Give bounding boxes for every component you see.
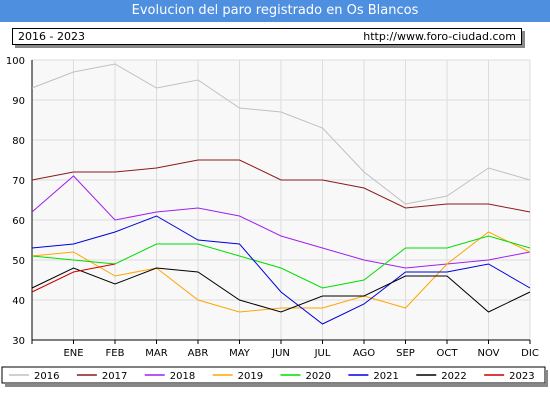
info-box: 2016 - 2023 http://www.foro-ciudad.com [12, 28, 522, 45]
source-url[interactable]: http://www.foro-ciudad.com [363, 30, 516, 43]
series-line-2019 [31, 231, 531, 313]
y-tick-label: 60 [12, 216, 25, 227]
x-tick-label: ABR [188, 348, 209, 359]
legend-label: 2018 [170, 371, 195, 382]
legend-label: 2017 [102, 371, 127, 382]
y-tick-label: 50 [12, 256, 25, 267]
series-line-2017 [31, 159, 531, 213]
x-tick-label: SEP [396, 348, 415, 359]
y-tick-label: 70 [12, 176, 25, 187]
series-line-2023 [31, 263, 116, 293]
series-line-2021 [31, 215, 531, 325]
x-tick-label: FEB [106, 348, 125, 359]
x-tick-label: MAY [229, 348, 251, 359]
legend-label: 2019 [238, 371, 263, 382]
x-tick-label: JUN [271, 348, 290, 359]
x-axis: ENE FEB MAR ABR MAY JUN JUL AGO SEP OCT NOV DIC [31, 339, 539, 359]
legend-shadow [5, 384, 548, 387]
x-tick-label: ENE [63, 348, 83, 359]
y-tick-label: 80 [12, 136, 25, 147]
legend-label: 2023 [509, 371, 534, 382]
legend: 2016 2017 2018 2019 2020 2021 2022 2023 [1, 366, 548, 387]
x-tick-label: AGO [353, 348, 375, 359]
x-tick-label: NOV [477, 348, 499, 359]
y-tick-label: 30 [12, 336, 25, 347]
y-tick-label: 100 [6, 56, 25, 67]
year-range-label: 2016 - 2023 [18, 30, 85, 43]
y-axis: 30 40 50 60 70 80 90 100 [6, 56, 33, 347]
x-tick-label: DIC [521, 348, 539, 359]
series-lines [31, 63, 531, 325]
x-tick-label: JUL [314, 348, 331, 359]
y-tick-label: 40 [12, 296, 25, 307]
legend-shadow-side [545, 370, 548, 387]
legend-label: 2021 [373, 371, 398, 382]
x-tick-label: MAR [145, 348, 167, 359]
legend-label: 2020 [306, 371, 331, 382]
legend-label: 2022 [441, 371, 466, 382]
legend-label: 2016 [34, 371, 59, 382]
series-line-2016 [31, 63, 531, 205]
x-tick-label: OCT [437, 348, 459, 359]
y-tick-label: 90 [12, 96, 25, 107]
series-line-2022 [31, 267, 531, 313]
chart-title: Evolucion del paro registrado en Os Blan… [0, 0, 550, 22]
